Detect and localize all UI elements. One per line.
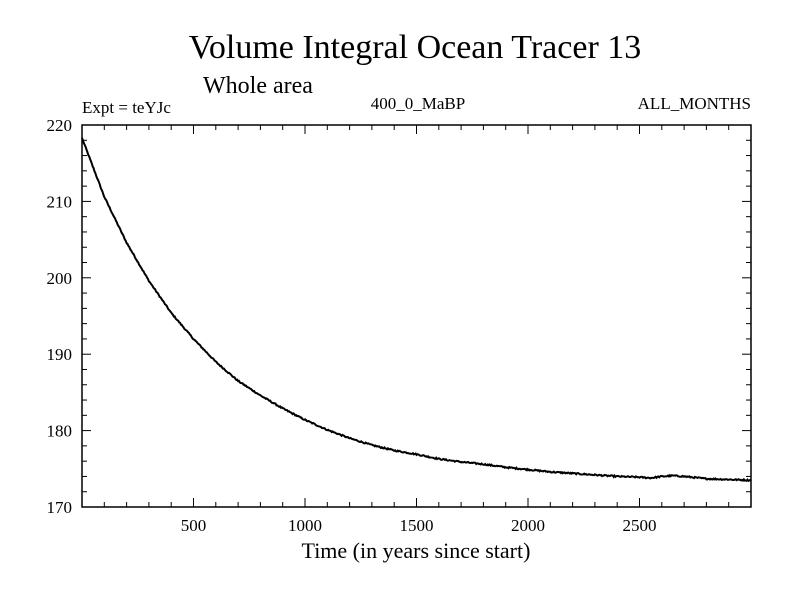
months-label: ALL_MONTHS [638,94,751,113]
axis-ticks [82,125,751,507]
x-axis-label: Time (in years since start) [302,538,531,563]
plot-frame [81,124,752,508]
y-tick-label: 200 [47,269,73,288]
x-tick-label: 1000 [288,516,322,535]
x-axis-tick-labels: 500 1000 1500 2000 2500 [181,516,657,535]
y-tick-label: 180 [47,422,73,441]
y-tick-label: 170 [47,498,73,517]
y-axis-tick-labels: 170 180 190 200 210 220 [47,116,73,517]
y-tick-label: 190 [47,345,73,364]
x-tick-label: 500 [181,516,207,535]
y-tick-label: 210 [47,192,73,211]
chart-title: Volume Integral Ocean Tracer 13 [189,29,642,66]
x-tick-label: 1500 [400,516,434,535]
chart-subtitle: Whole area [203,73,313,99]
run-label: 400_0_MaBP [371,94,465,113]
x-tick-label: 2000 [511,516,545,535]
y-tick-label: 220 [47,116,73,135]
x-tick-label: 2500 [623,516,657,535]
data-series-line [81,137,752,483]
expt-label: Expt = teYJc [82,98,171,117]
